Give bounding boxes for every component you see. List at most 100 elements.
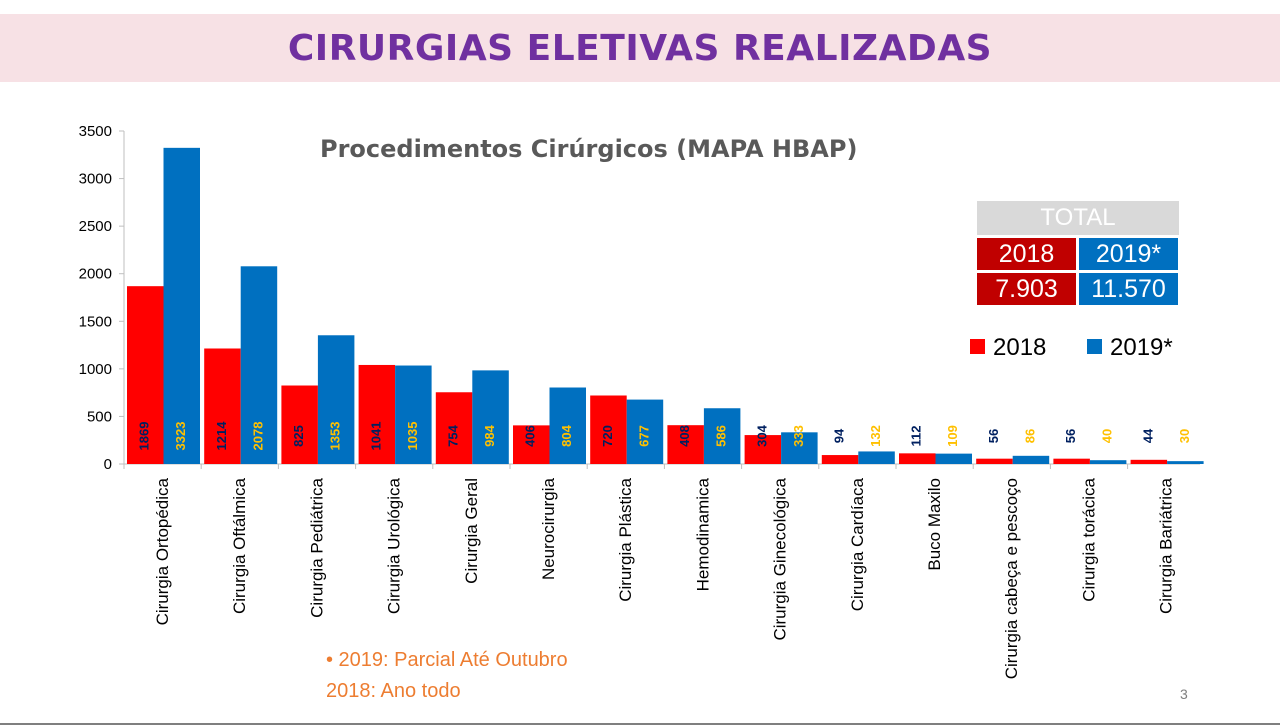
data-label-2018: 112	[909, 426, 924, 447]
category-label: Neurocirurgia	[539, 477, 558, 580]
legend-swatch-2018	[970, 339, 985, 354]
bar-2019	[1089, 460, 1127, 464]
note-2019-partial: • 2019: Parcial Até Outubro	[326, 649, 568, 671]
category-label: Buco Maxilo	[925, 478, 944, 571]
bar-2019	[858, 451, 895, 464]
data-label-2019: 1035	[405, 422, 420, 451]
note-2018-full-year: 2018: Ano todo	[326, 680, 461, 702]
legend-label-2018: 2018	[993, 334, 1046, 361]
totals-year-row: 2018 2019*	[977, 238, 1179, 270]
category-label: Hemodinamica	[693, 477, 712, 591]
category-label: Cirurgia Oftálmica	[230, 477, 249, 614]
totals-year-2019: 2019*	[1079, 238, 1178, 270]
data-label-2019: 40	[1100, 429, 1115, 443]
bar-2019	[781, 432, 818, 464]
totals-header: TOTAL	[977, 201, 1179, 235]
data-label-2019: 804	[559, 424, 574, 446]
chart-bars	[127, 147, 1204, 465]
chart-axes: 0 500 1000 1500 2000 2500 3000 3500	[79, 123, 1200, 473]
data-label-2018: 406	[523, 425, 538, 447]
bar-2018	[513, 425, 550, 464]
bar-2018	[590, 395, 627, 464]
category-label: Cirurgia Urológica	[385, 477, 404, 614]
data-label-2018: 825	[291, 425, 306, 447]
data-label-2019: 984	[482, 424, 497, 446]
bar-2018	[358, 364, 396, 464]
bar-2019	[1012, 455, 1050, 464]
bar-2019	[549, 387, 586, 464]
data-label-2018: 1214	[214, 421, 229, 451]
title-banner: CIRURGIAS ELETIVAS REALIZADAS	[0, 14, 1280, 82]
totals-year-2018: 2018	[977, 238, 1076, 270]
bottom-divider	[0, 723, 1280, 725]
data-label-2018: 720	[600, 425, 615, 447]
chart-legend: 2018 2019*	[970, 334, 1173, 361]
bar-2019	[317, 335, 355, 464]
data-label-2019: 677	[636, 425, 651, 447]
data-label-2019: 132	[868, 425, 883, 447]
data-label-2018: 56	[1063, 429, 1078, 443]
category-label: Cirurgia torácica	[1079, 477, 1098, 601]
totals-value-row: 7.903 11.570	[977, 273, 1179, 305]
category-label: Cirurgia Geral	[462, 478, 481, 584]
data-label-2019: 30	[1177, 429, 1192, 443]
data-label-2019: 86	[1022, 429, 1037, 443]
totals-table: TOTAL 2018 2019* 7.903 11.570	[977, 201, 1179, 305]
bar-2019	[395, 365, 432, 464]
data-label-2018: 1869	[137, 422, 152, 451]
y-tick-label: 0	[104, 456, 112, 473]
bar-2018	[1053, 458, 1090, 464]
data-label-2018: 44	[1140, 428, 1155, 443]
y-tick-label: 1000	[79, 361, 112, 378]
category-label: Cirurgia Pediátrica	[307, 477, 326, 617]
legend-label-2019: 2019*	[1110, 334, 1173, 361]
y-tick-label: 1500	[79, 313, 112, 330]
bar-2018	[976, 458, 1013, 464]
bar-2018	[899, 453, 936, 464]
data-label-2019: 333	[791, 425, 806, 447]
data-label-2018: 304	[754, 424, 769, 446]
category-label: Cirurgia Cardíaca	[848, 477, 867, 611]
legend-swatch-2019	[1087, 339, 1102, 354]
chart-title: Procedimentos Cirúrgicos (MAPA HBAP)	[320, 135, 857, 163]
data-label-2019: 2078	[250, 422, 265, 451]
page-title: CIRURGIAS ELETIVAS REALIZADAS	[287, 27, 993, 69]
bar-2019	[163, 147, 200, 465]
page-number: 3	[1180, 686, 1188, 702]
totals-value-2019: 11.570	[1079, 273, 1178, 305]
data-label-2019: 586	[714, 425, 729, 447]
bar-2018	[435, 392, 473, 464]
bar-2019	[1167, 461, 1204, 464]
bar-2019	[703, 408, 741, 464]
y-tick-label: 2500	[79, 218, 112, 235]
chart-category-labels: Cirurgia Ortopédica Cirurgia Oftálmica Cir…	[153, 477, 1176, 679]
data-label-2018: 94	[831, 428, 846, 443]
data-label-2019: 3323	[173, 422, 188, 451]
totals-value-2018: 7.903	[977, 273, 1076, 305]
category-label: Cirurgia Ortopédica	[153, 477, 172, 625]
y-tick-label: 3000	[79, 171, 112, 188]
category-label: Cirurgia Bariátrica	[1157, 477, 1176, 614]
bar-2018	[127, 286, 164, 464]
data-label-2018: 56	[986, 429, 1001, 443]
data-label-2018: 1041	[368, 422, 383, 451]
category-label: Cirurgia cabeça e pescoço	[1002, 478, 1021, 679]
y-tick-label: 500	[87, 408, 112, 425]
bar-2018	[1130, 459, 1168, 464]
bar-2018	[281, 385, 318, 464]
category-label: Cirurgia Plástica	[616, 477, 635, 601]
data-label-2018: 754	[445, 424, 460, 446]
category-label: Cirurgia Ginecológica	[771, 477, 790, 640]
y-tick-label: 2000	[79, 266, 112, 283]
bar-2018	[744, 435, 782, 464]
bar-2019	[240, 266, 278, 464]
y-tick-label: 3500	[79, 123, 112, 140]
bar-2018	[204, 348, 241, 464]
bar-2019	[935, 453, 972, 464]
data-label-2019: 109	[945, 425, 960, 447]
bar-2018	[667, 425, 704, 464]
bar-2019	[626, 399, 664, 464]
bar-2018	[821, 455, 859, 464]
bar-2019	[472, 370, 509, 464]
